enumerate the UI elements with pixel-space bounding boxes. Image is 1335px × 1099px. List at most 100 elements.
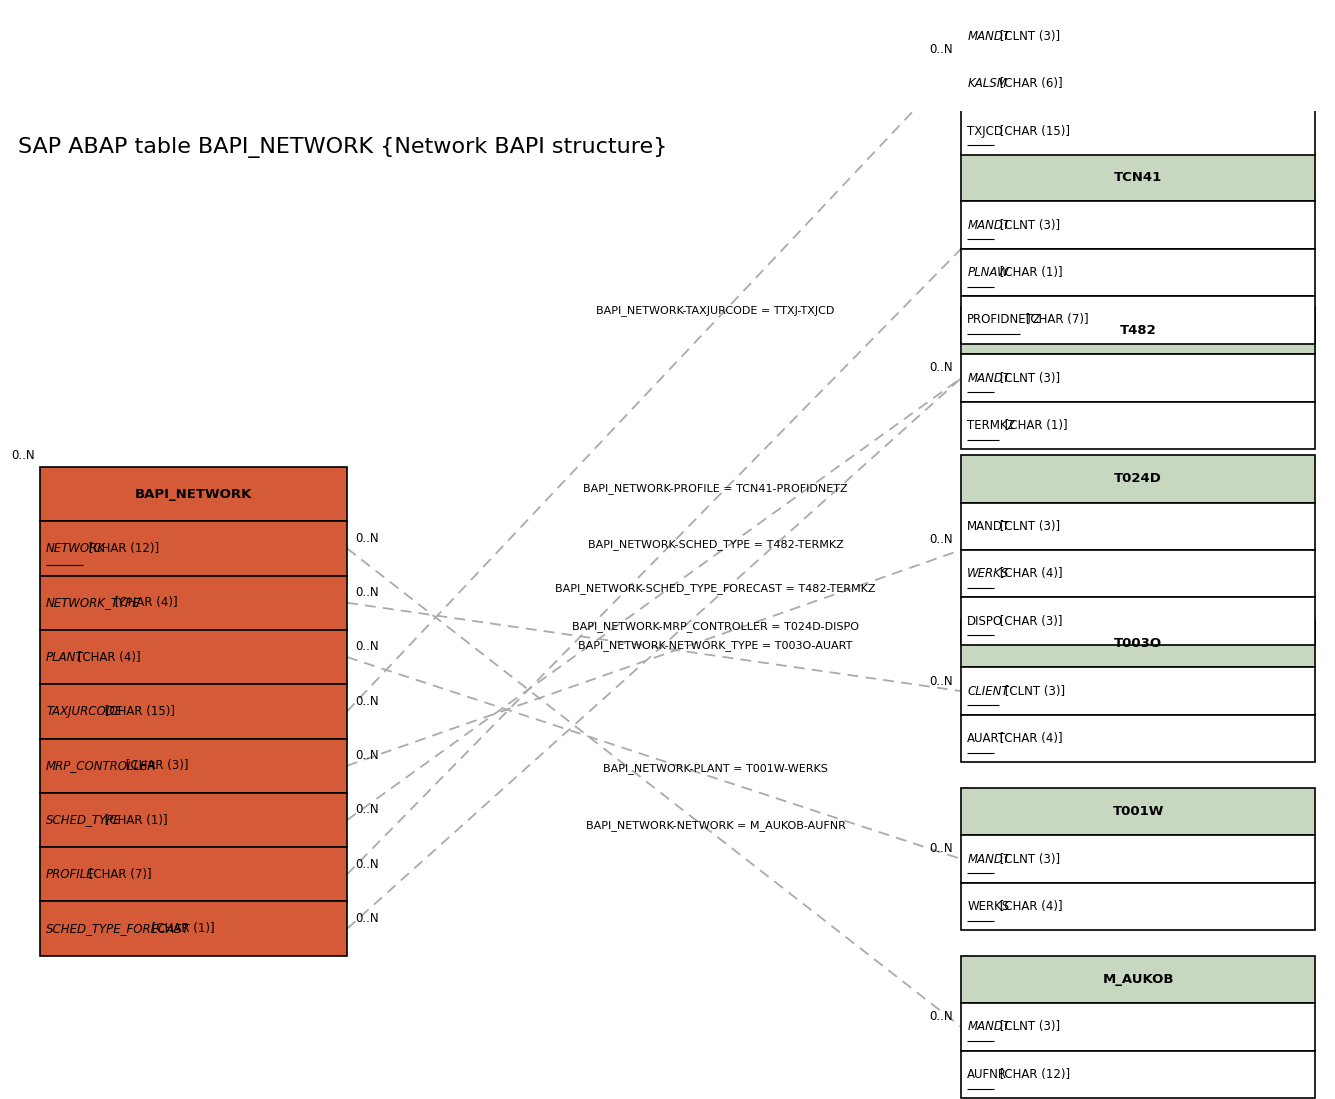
Text: WERKS: WERKS (967, 567, 1009, 580)
Text: MANDT: MANDT (967, 1020, 1011, 1033)
Text: [CHAR (1)]: [CHAR (1)] (996, 266, 1063, 279)
Text: [CLNT (3)]: [CLNT (3)] (996, 1020, 1060, 1033)
Text: [CLNT (3)]: [CLNT (3)] (996, 853, 1060, 866)
Text: AUFNR: AUFNR (967, 1068, 1007, 1080)
Text: 0..N: 0..N (929, 44, 953, 56)
Text: [CLNT (3)]: [CLNT (3)] (996, 371, 1060, 385)
FancyBboxPatch shape (961, 307, 1315, 354)
FancyBboxPatch shape (961, 882, 1315, 930)
Text: T482: T482 (1120, 324, 1156, 337)
Text: T003O: T003O (1113, 637, 1163, 651)
FancyBboxPatch shape (961, 0, 1315, 13)
FancyBboxPatch shape (961, 835, 1315, 882)
Text: 0..N: 0..N (929, 533, 953, 546)
Text: 0..N: 0..N (929, 675, 953, 688)
FancyBboxPatch shape (961, 1003, 1315, 1051)
FancyBboxPatch shape (40, 630, 347, 685)
FancyBboxPatch shape (961, 201, 1315, 248)
Text: MANDT: MANDT (967, 30, 1011, 43)
FancyBboxPatch shape (961, 667, 1315, 714)
FancyBboxPatch shape (40, 521, 347, 576)
Text: [CHAR (1)]: [CHAR (1)] (100, 813, 167, 826)
FancyBboxPatch shape (961, 502, 1315, 550)
Text: MANDT: MANDT (967, 853, 1011, 866)
FancyBboxPatch shape (961, 108, 1315, 155)
Text: [CHAR (7)]: [CHAR (7)] (85, 868, 152, 880)
FancyBboxPatch shape (961, 598, 1315, 645)
Text: PROFIDNETZ: PROFIDNETZ (967, 313, 1043, 326)
FancyBboxPatch shape (40, 792, 347, 847)
Text: NETWORK: NETWORK (45, 542, 105, 555)
Text: [CHAR (12)]: [CHAR (12)] (85, 542, 159, 555)
Text: SCHED_TYPE: SCHED_TYPE (45, 813, 121, 826)
FancyBboxPatch shape (40, 739, 347, 792)
Text: SCHED_TYPE_FORECAST: SCHED_TYPE_FORECAST (45, 922, 190, 935)
Text: 0..N: 0..N (355, 803, 379, 817)
Text: [CHAR (1)]: [CHAR (1)] (148, 922, 215, 935)
Text: BAPI_NETWORK-PROFILE = TCN41-PROFIDNETZ: BAPI_NETWORK-PROFILE = TCN41-PROFIDNETZ (583, 484, 848, 495)
Text: TAXJURCODE: TAXJURCODE (45, 704, 123, 718)
Text: BAPI_NETWORK: BAPI_NETWORK (135, 488, 252, 501)
Text: [CLNT (3)]: [CLNT (3)] (996, 219, 1060, 232)
FancyBboxPatch shape (961, 13, 1315, 60)
Text: DISPO: DISPO (967, 614, 1004, 628)
Text: TERMKZ: TERMKZ (967, 419, 1016, 432)
Text: [CHAR (4)]: [CHAR (4)] (996, 567, 1063, 580)
FancyBboxPatch shape (40, 576, 347, 630)
Text: [CHAR (7)]: [CHAR (7)] (1021, 313, 1088, 326)
Text: 0..N: 0..N (929, 843, 953, 855)
Text: M_AUKOB: M_AUKOB (1103, 973, 1173, 986)
Text: [CHAR (4)]: [CHAR (4)] (996, 732, 1063, 745)
Text: WERKS: WERKS (967, 900, 1009, 913)
Text: BAPI_NETWORK-NETWORK_TYPE = T003O-AUART: BAPI_NETWORK-NETWORK_TYPE = T003O-AUART (578, 641, 853, 652)
Text: MANDT: MANDT (967, 219, 1011, 232)
Text: TXJCD: TXJCD (967, 124, 1003, 137)
Text: BAPI_NETWORK-MRP_CONTROLLER = T024D-DISPO: BAPI_NETWORK-MRP_CONTROLLER = T024D-DISP… (573, 621, 858, 632)
FancyBboxPatch shape (961, 455, 1315, 502)
FancyBboxPatch shape (40, 901, 347, 956)
Text: T001W: T001W (1112, 806, 1164, 818)
FancyBboxPatch shape (40, 685, 347, 739)
Text: 0..N: 0..N (929, 362, 953, 375)
Text: [CLNT (3)]: [CLNT (3)] (996, 30, 1060, 43)
Text: AUART: AUART (967, 732, 1007, 745)
Text: [CHAR (4)]: [CHAR (4)] (996, 900, 1063, 913)
FancyBboxPatch shape (40, 467, 347, 521)
Text: [CHAR (15)]: [CHAR (15)] (100, 704, 175, 718)
Text: 0..N: 0..N (929, 1010, 953, 1023)
Text: 0..N: 0..N (355, 641, 379, 654)
Text: 0..N: 0..N (355, 857, 379, 870)
Text: [CHAR (4)]: [CHAR (4)] (75, 651, 142, 664)
Text: MRP_CONTROLLER: MRP_CONTROLLER (45, 759, 156, 773)
Text: BAPI_NETWORK-NETWORK = M_AUKOB-AUFNR: BAPI_NETWORK-NETWORK = M_AUKOB-AUFNR (586, 820, 845, 831)
Text: 0..N: 0..N (355, 750, 379, 762)
Text: KALSM: KALSM (967, 77, 1007, 90)
FancyBboxPatch shape (961, 60, 1315, 108)
Text: [CHAR (3)]: [CHAR (3)] (121, 759, 188, 773)
FancyBboxPatch shape (961, 1051, 1315, 1098)
FancyBboxPatch shape (961, 714, 1315, 763)
Text: BAPI_NETWORK-SCHED_TYPE_FORECAST = T482-TERMKZ: BAPI_NETWORK-SCHED_TYPE_FORECAST = T482-… (555, 582, 876, 593)
Text: 0..N: 0..N (355, 912, 379, 925)
Text: NETWORK_TYPE: NETWORK_TYPE (45, 597, 140, 609)
Text: [CHAR (15)]: [CHAR (15)] (996, 124, 1069, 137)
FancyBboxPatch shape (961, 620, 1315, 667)
Text: BAPI_NETWORK-SCHED_TYPE = T482-TERMKZ: BAPI_NETWORK-SCHED_TYPE = T482-TERMKZ (587, 540, 844, 551)
Text: [CHAR (1)]: [CHAR (1)] (1001, 419, 1068, 432)
FancyBboxPatch shape (40, 847, 347, 901)
FancyBboxPatch shape (961, 788, 1315, 835)
Text: MANDT: MANDT (967, 520, 1011, 533)
Text: [CLNT (3)]: [CLNT (3)] (996, 520, 1060, 533)
Text: PROFILE: PROFILE (45, 868, 95, 880)
FancyBboxPatch shape (961, 154, 1315, 201)
Text: [CLNT (3)]: [CLNT (3)] (1001, 685, 1065, 698)
Text: SAP ABAP table BAPI_NETWORK {Network BAPI structure}: SAP ABAP table BAPI_NETWORK {Network BAP… (17, 136, 668, 157)
Text: 0..N: 0..N (355, 532, 379, 545)
FancyBboxPatch shape (961, 550, 1315, 598)
Text: [CHAR (4)]: [CHAR (4)] (111, 597, 178, 609)
FancyBboxPatch shape (961, 248, 1315, 296)
Text: T024D: T024D (1115, 473, 1161, 486)
Text: CLIENT: CLIENT (967, 685, 1009, 698)
Text: PLNAW: PLNAW (967, 266, 1009, 279)
FancyBboxPatch shape (961, 296, 1315, 344)
